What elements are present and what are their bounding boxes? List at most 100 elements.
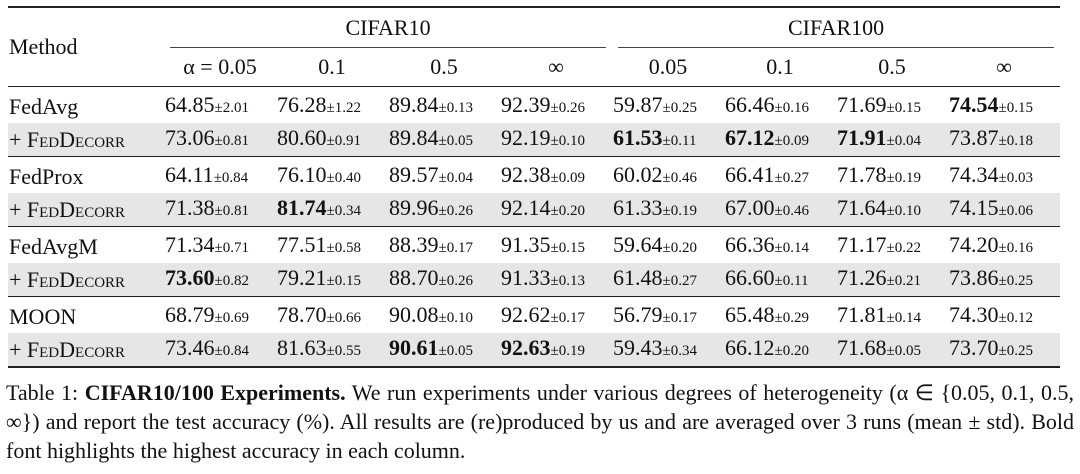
result-cell: 71.91±0.04 [836, 123, 949, 157]
result-cell: 89.96±0.26 [388, 193, 500, 227]
mean-value: 73.46 [165, 335, 215, 360]
caption-label: Table 1: [6, 380, 79, 405]
std-value: ±0.84 [214, 343, 249, 359]
result-cell: 74.20±0.16 [948, 226, 1061, 263]
mean-value: 71.34 [165, 232, 215, 257]
mean-value: 71.17 [837, 232, 887, 257]
result-cell: 73.46±0.84 [164, 333, 276, 368]
std-value: ±0.18 [998, 133, 1034, 149]
table-row: FedAvgM 71.34±0.71 77.51±0.58 88.39±0.17 91.… [8, 226, 1061, 263]
header-row: α = 0.05 0.1 0.5 ∞ 0.05 0.1 0.5 ∞ [8, 48, 1061, 87]
column-header: ∞ [948, 48, 1061, 87]
mean-value: 59.87 [613, 92, 663, 117]
mean-value: 90.08 [389, 302, 439, 327]
std-value: ±0.12 [998, 310, 1034, 326]
table-row: FedProx 64.11±0.84 76.10±0.40 89.57±0.04 92.… [8, 156, 1061, 193]
mean-value: 71.69 [837, 92, 887, 117]
mean-value: 71.38 [165, 195, 215, 220]
mean-value: 74.54 [949, 92, 999, 117]
std-value: ±0.81 [214, 203, 249, 219]
column-header: 0.1 [276, 48, 388, 87]
result-cell: 90.61±0.05 [388, 333, 500, 368]
method-name: MOON [9, 304, 77, 329]
method-name: + FedDecorr [9, 127, 126, 152]
mean-value: 66.46 [725, 92, 775, 117]
method-cell: FedProx [8, 156, 164, 193]
std-value: ±0.11 [662, 133, 697, 149]
mean-value: 71.78 [837, 162, 887, 187]
std-value: ±0.20 [550, 203, 585, 219]
group-header: CIFAR10 [164, 6, 613, 49]
std-value: ±0.20 [662, 240, 698, 256]
std-value: ±0.14 [774, 240, 810, 256]
method-name: + FedDecorr [9, 337, 126, 362]
std-value: ±0.13 [438, 100, 473, 116]
std-value: ±0.14 [886, 310, 922, 326]
caption-text: We run experiments under various degrees… [6, 380, 1075, 463]
mean-value: 76.28 [277, 92, 327, 117]
result-cell: 61.48±0.27 [612, 263, 725, 297]
result-cell: 66.36±0.14 [724, 226, 837, 263]
result-cell: 77.51±0.58 [276, 226, 388, 263]
result-cell: 74.15±0.06 [948, 193, 1061, 227]
std-value: ±0.17 [550, 310, 585, 326]
std-value: ±0.19 [886, 170, 922, 186]
std-value: ±0.09 [550, 170, 585, 186]
std-value: ±0.10 [550, 133, 585, 149]
std-value: ±0.19 [662, 203, 698, 219]
std-value: ±0.46 [774, 203, 810, 219]
std-value: ±0.27 [662, 273, 698, 289]
mean-value: 92.63 [501, 335, 551, 360]
table-header: Method CIFAR10 CIFAR100 α = 0.05 0.1 0.5 ∞ 0… [8, 6, 1061, 87]
std-value: ±0.09 [774, 133, 810, 149]
result-cell: 71.34±0.71 [164, 226, 276, 263]
method-name: FedAvg [9, 94, 79, 119]
result-cell: 68.79±0.69 [164, 296, 276, 333]
std-value: ±0.46 [662, 170, 698, 186]
std-value: ±0.82 [214, 273, 249, 289]
mean-value: 73.70 [949, 335, 999, 360]
method-cell: + FedDecorr [8, 263, 164, 297]
mean-value: 81.74 [277, 195, 327, 220]
method-name: + FedDecorr [9, 267, 126, 292]
table-row: FedAvg 64.85±2.01 76.28±1.22 89.84±0.13 92.3… [8, 86, 1061, 123]
result-cell: 92.39±0.26 [500, 86, 613, 123]
result-cell: 65.48±0.29 [724, 296, 837, 333]
mean-value: 71.81 [837, 302, 887, 327]
method-cell: FedAvgM [8, 226, 164, 263]
results-table: Method CIFAR10 CIFAR100 α = 0.05 0.1 0.5 ∞ 0… [8, 6, 1061, 368]
mean-value: 61.48 [613, 265, 663, 290]
result-cell: 91.33±0.13 [500, 263, 613, 297]
mean-value: 74.20 [949, 232, 999, 257]
std-value: ±0.03 [998, 170, 1034, 186]
table-row: + FedDecorr 71.38±0.81 81.74±0.34 89.96±0.2… [8, 193, 1061, 227]
mean-value: 66.12 [725, 335, 775, 360]
std-value: ±0.34 [326, 203, 361, 219]
std-value: ±0.26 [438, 273, 473, 289]
result-cell: 81.63±0.55 [276, 333, 388, 368]
mean-value: 73.06 [165, 125, 215, 150]
std-value: ±0.25 [662, 100, 698, 116]
result-cell: 73.60±0.82 [164, 263, 276, 297]
group-header: CIFAR100 [612, 6, 1061, 49]
column-header: ∞ [500, 48, 613, 87]
result-cell: 74.34±0.03 [948, 156, 1061, 193]
table-body: FedAvg 64.85±2.01 76.28±1.22 89.84±0.13 92.3… [8, 86, 1061, 368]
mean-value: 71.91 [837, 125, 887, 150]
result-cell: 88.39±0.17 [388, 226, 500, 263]
mean-value: 67.00 [725, 195, 775, 220]
std-value: ±0.15 [886, 100, 922, 116]
std-value: ±0.04 [438, 170, 473, 186]
std-value: ±0.10 [438, 310, 473, 326]
result-cell: 89.57±0.04 [388, 156, 500, 193]
result-cell: 92.63±0.19 [500, 333, 613, 368]
mean-value: 71.26 [837, 265, 887, 290]
mean-value: 92.19 [501, 125, 551, 150]
result-cell: 89.84±0.05 [388, 123, 500, 157]
std-value: ±2.01 [214, 100, 249, 116]
result-cell: 74.54±0.15 [948, 86, 1061, 123]
std-value: ±0.19 [550, 343, 585, 359]
mean-value: 90.61 [389, 335, 439, 360]
mean-value: 89.84 [389, 92, 439, 117]
